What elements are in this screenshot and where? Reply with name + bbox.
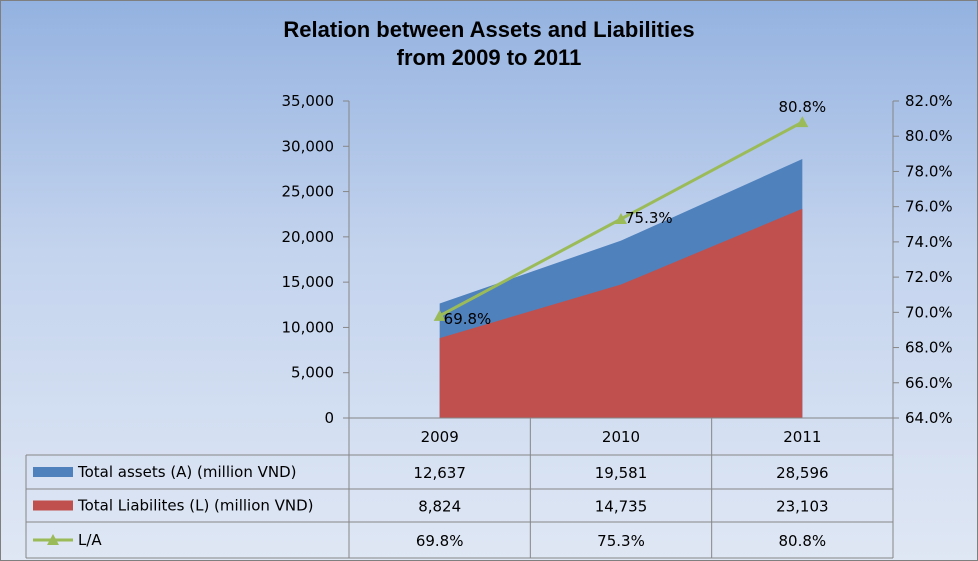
table-cell: 8,824 <box>418 498 461 516</box>
la-data-label: 75.3% <box>625 209 673 227</box>
left-tick-label: 35,000 <box>282 92 335 110</box>
right-tick-label: 68.0% <box>905 339 953 357</box>
legend-label: L/A <box>78 531 102 549</box>
table-cell: 12,637 <box>413 464 466 482</box>
title-line-2: from 2009 to 2011 <box>396 45 582 70</box>
la-data-label: 80.8% <box>779 98 827 116</box>
area-liabilites <box>439 208 803 418</box>
legend-label: Total assets (A) (million VND) <box>77 463 297 481</box>
left-tick-label: 20,000 <box>282 228 335 246</box>
x-category-label: 2010 <box>602 428 640 446</box>
table-cell: 69.8% <box>416 532 464 550</box>
left-tick-label: 30,000 <box>282 137 335 155</box>
right-tick-label: 66.0% <box>905 374 953 392</box>
legend-key-1 <box>33 500 73 511</box>
table-cell: 80.8% <box>779 532 827 550</box>
right-tick-label: 70.0% <box>905 303 953 321</box>
la-marker <box>615 212 627 224</box>
legend-label: Total Liabilites (L) (million VND) <box>77 497 314 515</box>
legend-key-0 <box>33 467 73 477</box>
left-tick-label: 5,000 <box>291 364 334 382</box>
right-tick-label: 82.0% <box>905 92 953 110</box>
table-cell: 75.3% <box>597 532 645 550</box>
x-category-label: 2011 <box>783 428 821 446</box>
right-tick-label: 74.0% <box>905 233 953 251</box>
right-tick-label: 78.0% <box>905 162 953 180</box>
table-cell: 23,103 <box>776 498 829 516</box>
table-cell: 19,581 <box>595 464 648 482</box>
la-marker <box>433 309 446 321</box>
left-tick-label: 10,000 <box>282 318 335 336</box>
legend-key-marker <box>47 534 59 545</box>
chart-title: Relation between Assets and Liabilities f… <box>0 16 978 72</box>
la-marker <box>796 116 809 128</box>
table-cell: 28,596 <box>776 464 829 482</box>
x-category-label: 2009 <box>421 428 459 446</box>
right-tick-label: 64.0% <box>905 409 953 427</box>
left-tick-label: 15,000 <box>282 273 335 291</box>
la-data-label: 69.8% <box>444 310 492 328</box>
left-tick-label: 0 <box>324 409 334 427</box>
right-tick-label: 72.0% <box>905 268 953 286</box>
title-line-1: Relation between Assets and Liabilities <box>283 17 695 42</box>
left-tick-label: 25,000 <box>282 183 335 201</box>
table-cell: 14,735 <box>595 498 648 516</box>
right-tick-label: 76.0% <box>905 198 953 216</box>
right-tick-label: 80.0% <box>905 127 953 145</box>
